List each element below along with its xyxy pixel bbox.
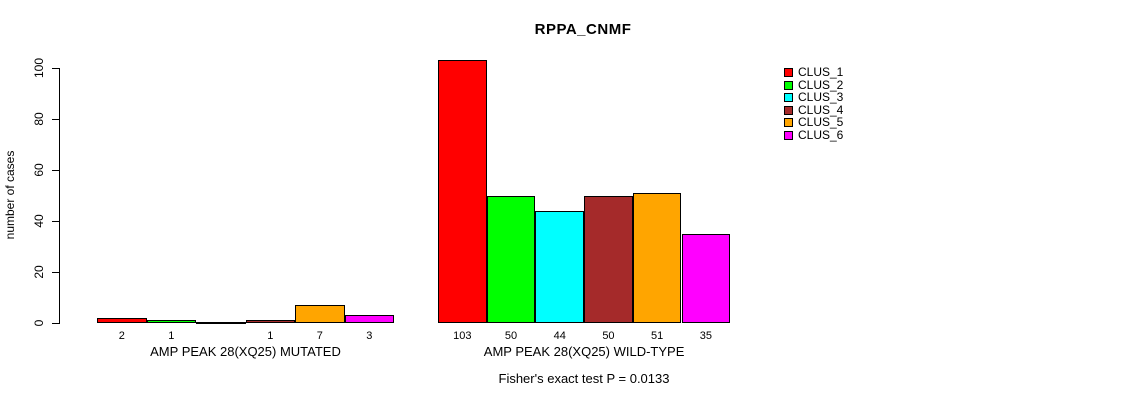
chart-title: RPPA_CNMF [534,21,632,38]
y-tick-mark [52,272,59,273]
bar-clus_5-group2 [632,193,682,323]
y-tick-mark [52,221,59,222]
bar-clus_2-group2 [486,196,536,323]
y-tick-label: 80 [32,112,46,126]
bar-clus_6-group1 [344,315,394,323]
bar-value-label: 50 [504,330,518,342]
bar-value-label: 44 [553,330,566,342]
legend-swatch-clus_6 [784,131,793,140]
fisher-test-footnote: Fisher's exact test P = 0.0133 [498,371,670,386]
y-tick-label: 100 [32,57,46,79]
y-tick-label: 40 [32,214,46,228]
legend-label: CLUS_4 [798,102,844,117]
bar-value-label: 1 [168,330,175,342]
legend-label: CLUS_2 [798,77,844,92]
bar-clus_4-group1 [245,320,295,323]
bar-value-label: 103 [453,330,472,342]
bar-value-label: 2 [118,330,125,342]
y-tick-mark [52,323,59,324]
y-tick-label: 0 [32,319,46,327]
y-tick-label: 60 [32,163,46,177]
bar-clus_4-group2 [584,196,633,323]
legend-swatch-clus_2 [784,80,793,90]
group-axis-label: AMP PEAK 28(XQ25) MUTATED [150,344,341,359]
y-tick-label: 20 [32,265,46,279]
legend-label: CLUS_3 [798,90,844,105]
bar-value-label: 50 [602,330,615,342]
y-tick-mark [52,170,59,171]
bar-clus_5-group1 [295,305,345,323]
bar-value-label: 1 [267,330,274,342]
bar-value-label: 7 [316,330,323,342]
legend-label: CLUS_1 [798,65,844,79]
bar-clus_2-group1 [146,320,196,323]
legend-swatch-clus_3 [784,93,793,103]
bar-value-label: 51 [651,330,664,342]
y-axis-label: number of cases [3,150,17,240]
bar-clus_1-group1 [97,318,147,323]
legend-swatch-clus_1 [784,68,793,77]
bar-clus_3-group2 [535,211,585,323]
legend-swatch-clus_4 [784,105,793,115]
y-axis-line [59,68,60,324]
legend-label: CLUS_6 [798,128,844,142]
legend-swatch-clus_5 [784,118,793,128]
bar-clus_3-group1-zero [196,322,246,324]
y-tick-mark [52,68,59,69]
legend-label: CLUS_5 [798,115,844,130]
group-axis-label: AMP PEAK 28(XQ25) WILD-TYPE [483,344,685,359]
bar-value-label: 3 [366,330,373,342]
bar-value-label: 35 [699,330,712,342]
y-tick-mark [52,119,59,120]
bar-clus_6-group2 [681,234,731,323]
bar-clus_1-group2 [438,60,487,323]
